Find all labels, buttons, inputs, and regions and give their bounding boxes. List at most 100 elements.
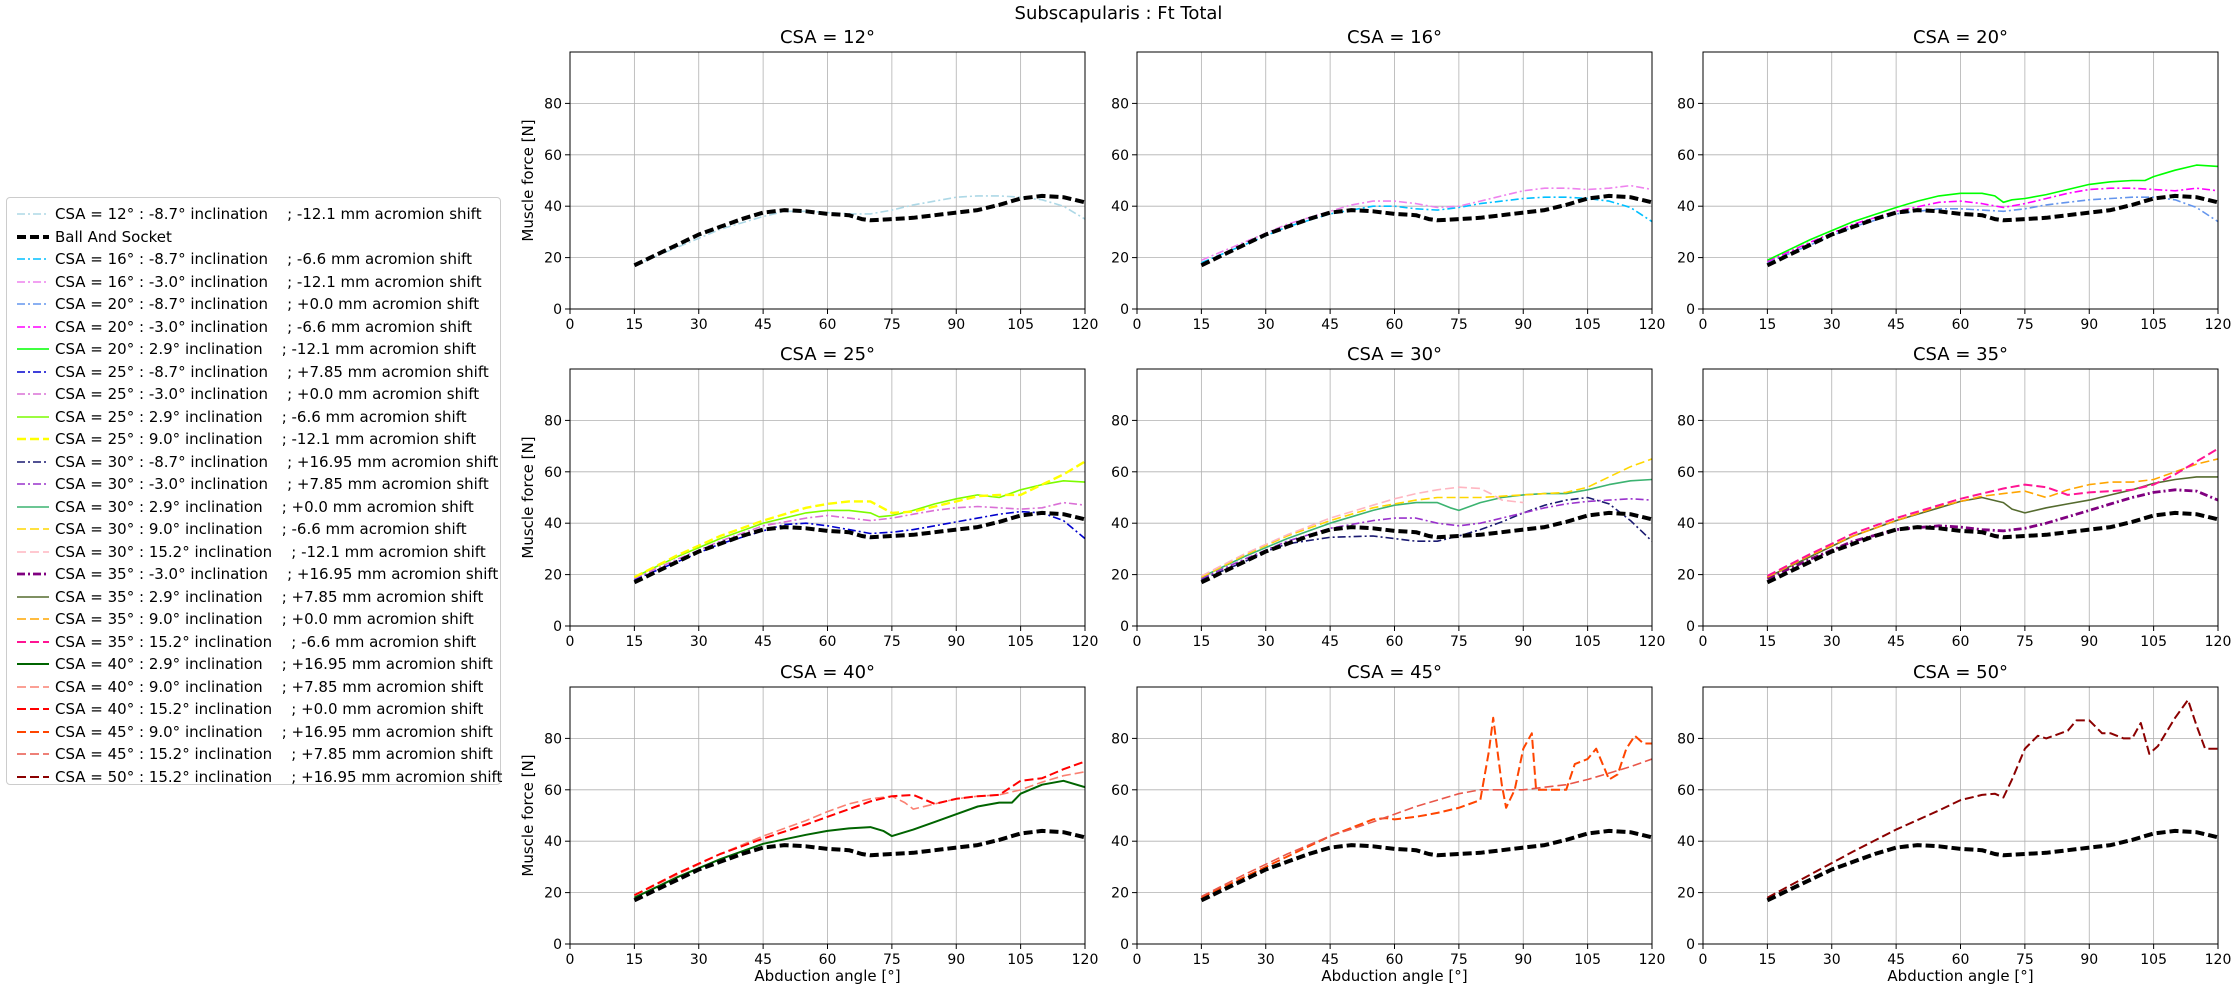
x-tick-label: 30 [1257,952,1275,968]
legend-item: CSA = 35° : -3.0° inclination ; +16.95 m… [7,563,500,585]
x-tick-label: 60 [1386,634,1404,650]
x-tick-label: 60 [1952,317,1970,333]
x-tick-label: 30 [1257,634,1275,650]
x-tick-label: 90 [2080,317,2098,333]
x-tick-label: 105 [1007,634,1034,650]
x-tick-label: 45 [1887,317,1905,333]
x-tick-label: 30 [690,634,708,650]
legend-swatch [17,258,49,260]
x-tick-label: 15 [1192,634,1210,650]
series-line [1200,510,1652,585]
legend-swatch [17,595,49,598]
y-tick-label: 40 [544,516,562,532]
subplot-3: 0 15 30 45 60 75 90 105 120 0 20 40 60 80 CSA = 20° [1677,27,2231,333]
y-axis-label: Muscle force [N] [519,436,537,558]
subplot-title: CSA = 20° [1913,27,2008,48]
legend-item: CSA = 40° : 15.2° inclination ; +0.0 mm … [7,698,500,720]
legend-item: CSA = 30° : 2.9° inclination ; +0.0 mm a… [7,496,500,518]
y-tick-label: 20 [544,251,562,267]
series-line [1766,510,2218,585]
legend-swatch [17,550,49,553]
x-tick-label: 60 [1386,952,1404,968]
legend-swatch [17,618,49,620]
x-tick-label: 90 [1514,952,1532,968]
x-tick-label: 45 [1321,634,1339,650]
legend-item: Ball And Socket [7,226,500,248]
y-tick-label: 0 [1120,937,1129,953]
x-tick-label: 105 [1574,952,1601,968]
x-tick-label: 45 [754,952,772,968]
legend-label: CSA = 30° : 15.2° inclination ; -12.1 mm… [55,542,486,561]
series-line [1200,828,1652,903]
series-line [1201,496,1652,581]
x-tick-label: 15 [1758,634,1776,650]
y-tick-label: 40 [1111,516,1129,532]
series-line [1766,193,2218,268]
x-tick-label: 105 [1574,634,1601,650]
x-tick-label: 60 [1952,952,1970,968]
legend-swatch [17,572,49,576]
x-tick-label: 75 [1450,634,1468,650]
y-tick-label: 20 [1677,251,1695,267]
y-tick-label: 0 [1686,302,1695,318]
x-tick-label: 15 [1192,952,1210,968]
legend-label: CSA = 50° : 15.2° inclination ; +16.95 m… [55,767,503,786]
y-tick-label: 0 [1686,619,1695,635]
legend-swatch [17,528,49,530]
series-line [634,480,1085,578]
y-tick-label: 60 [544,148,562,164]
x-tick-label: 75 [883,634,901,650]
legend-swatch [17,325,49,328]
axes-frame [1136,51,1653,310]
series-line [1201,498,1652,580]
x-tick-label: 0 [1133,952,1142,968]
legend-item: CSA = 50° : 15.2° inclination ; +16.95 m… [7,766,503,788]
series-line [633,510,1085,585]
legend-item: CSA = 16° : -8.7° inclination ; -6.6 mm … [7,248,500,270]
y-tick-label: 80 [1111,731,1129,747]
legend-swatch [17,663,49,665]
legend-swatch [17,730,49,733]
x-tick-label: 90 [2080,952,2098,968]
y-tick-label: 60 [1111,148,1129,164]
x-tick-label: 105 [2140,317,2167,333]
axes-frame [1136,368,1653,627]
legend-label: CSA = 35° : 2.9° inclination ; +7.85 mm … [55,587,484,606]
y-tick-label: 80 [1111,413,1129,429]
x-tick-label: 15 [625,634,643,650]
series-line [1767,164,2218,261]
subplot-title: CSA = 45° [1347,662,1442,683]
x-tick-label: 30 [1823,634,1841,650]
y-tick-label: 60 [1677,783,1695,799]
x-tick-label: 0 [566,317,575,333]
y-tick-label: 0 [1686,937,1695,953]
y-tick-label: 40 [1677,199,1695,215]
legend-item: CSA = 30° : -8.7° inclination ; +16.95 m… [7,451,500,473]
legend-item: CSA = 20° : 2.9° inclination ; -12.1 mm … [7,338,500,360]
legend-item: CSA = 40° : 2.9° inclination ; +16.95 mm… [7,653,500,675]
x-tick-label: 15 [625,952,643,968]
x-tick-label: 15 [1192,317,1210,333]
x-tick-label: 0 [1699,634,1708,650]
series-line [1201,184,1652,261]
x-tick-label: 45 [1321,952,1339,968]
y-tick-label: 80 [544,413,562,429]
x-tick-label: 75 [2016,317,2034,333]
x-tick-label: 15 [1758,317,1776,333]
y-axis-label: Muscle force [N] [519,119,537,241]
axes-frame [1702,686,2219,945]
legend-label: CSA = 12° : -8.7° inclination ; -12.1 mm… [55,205,482,223]
subplot-title: CSA = 16° [1347,27,1442,48]
legend-swatch [17,775,49,778]
series-line [633,460,1085,579]
figure-title: Subscapularis : Ft Total [1014,3,1223,24]
subplot-title: CSA = 25° [780,344,875,365]
x-tick-label: 60 [819,634,837,650]
x-tick-label: 90 [947,317,965,333]
x-tick-label: 45 [754,317,772,333]
x-tick-label: 30 [1823,317,1841,333]
legend-swatch [17,708,49,710]
x-tick-label: 90 [947,952,965,968]
y-tick-label: 80 [1677,413,1695,429]
